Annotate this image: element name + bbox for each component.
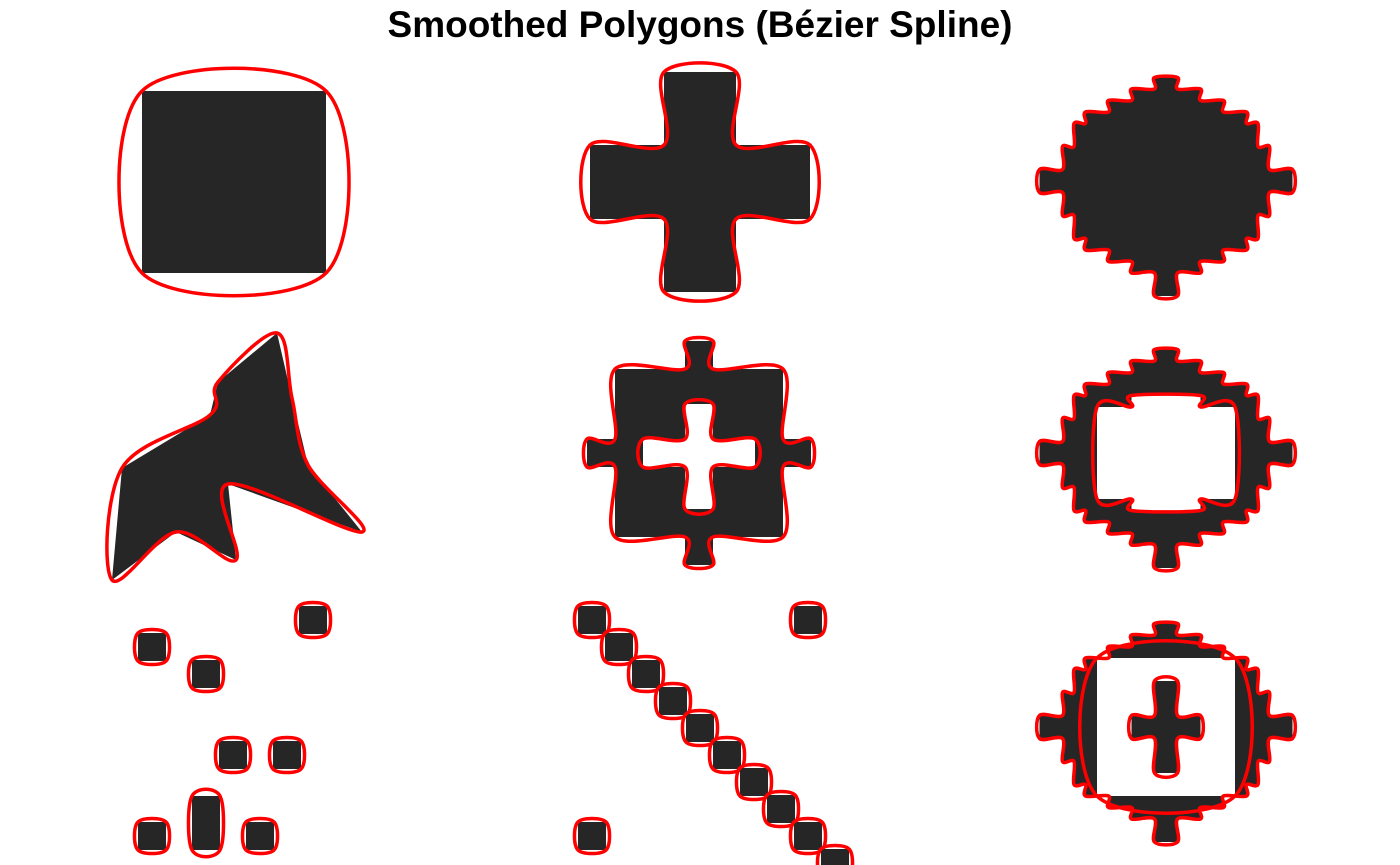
scattered-square-4-fill: [219, 741, 247, 769]
diagonal-square-2-fill: [578, 822, 606, 850]
frame-with-cross-island-fill: [1039, 623, 1293, 842]
chart-title: Smoothed Polygons (Bézier Spline): [387, 4, 1013, 45]
diagonal-square-1-fill: [794, 606, 822, 634]
scattered-squares: [132, 600, 333, 859]
diagonal-square-2-smooth-outline: [572, 816, 612, 856]
diagonal-square-1-smooth-outline: [788, 600, 828, 640]
concave-polygon: [105, 331, 366, 584]
scattered-square-2-fill: [138, 633, 166, 661]
cross-smooth-outline: [579, 61, 821, 303]
scattered-square-1-smooth-outline: [293, 600, 333, 640]
diagonal-square-5-fill: [632, 660, 660, 688]
scattered-square-7-fill: [246, 822, 274, 850]
diagonal-square-10-fill: [767, 795, 795, 823]
diagonal-square-12-smooth-outline: [815, 843, 855, 865]
diagonal-square-8-fill: [713, 741, 741, 769]
concave-polygon-fill: [112, 333, 362, 580]
scattered-square-3-smooth-outline: [186, 654, 226, 694]
scattered-square-6-smooth-outline: [132, 816, 172, 856]
frame-with-square-hole-smooth-outline: [1034, 346, 1298, 573]
tall-block-smooth-outline: [186, 787, 226, 859]
frame-with-square-hole-fill: [1039, 349, 1293, 568]
diagonal-squares: [572, 600, 855, 865]
cross-fill: [590, 72, 810, 292]
square-smooth-outline: [117, 66, 351, 298]
scattered-square-5-smooth-outline: [267, 735, 307, 775]
scattered-square-5-fill: [273, 741, 301, 769]
diagonal-square-3-fill: [578, 606, 606, 634]
notched-octagon-smooth-outline: [1034, 74, 1298, 301]
frame-with-cross-island-smooth-outline: [1034, 620, 1298, 847]
scattered-square-1-fill: [299, 606, 327, 634]
square-fill: [142, 91, 326, 273]
frame-with-cross-hole-smooth-outline: [581, 335, 817, 571]
scattered-square-3-fill: [192, 660, 220, 688]
diagonal-square-12-fill: [821, 849, 849, 865]
diagonal-square-11-fill: [794, 822, 822, 850]
scattered-square-4-smooth-outline: [213, 735, 253, 775]
notched-octagon: [1034, 74, 1298, 301]
notched-octagon-fill: [1039, 77, 1293, 296]
scattered-square-2-smooth-outline: [132, 627, 172, 667]
frame-with-cross-island: [1034, 620, 1298, 847]
cross: [579, 61, 821, 303]
concave-polygon-smooth-outline: [105, 331, 366, 584]
square: [117, 66, 351, 298]
scattered-square-7-smooth-outline: [240, 816, 280, 856]
frame-with-square-hole: [1034, 346, 1298, 573]
frame-with-cross-hole-fill: [587, 341, 811, 565]
tall-block-fill: [192, 796, 220, 850]
frame-with-cross-hole: [581, 335, 817, 571]
scattered-square-6-fill: [138, 822, 166, 850]
diagonal-square-4-fill: [605, 633, 633, 661]
diagonal-square-6-fill: [659, 687, 687, 715]
diagonal-square-9-fill: [740, 768, 768, 796]
diagonal-square-7-fill: [686, 714, 714, 742]
